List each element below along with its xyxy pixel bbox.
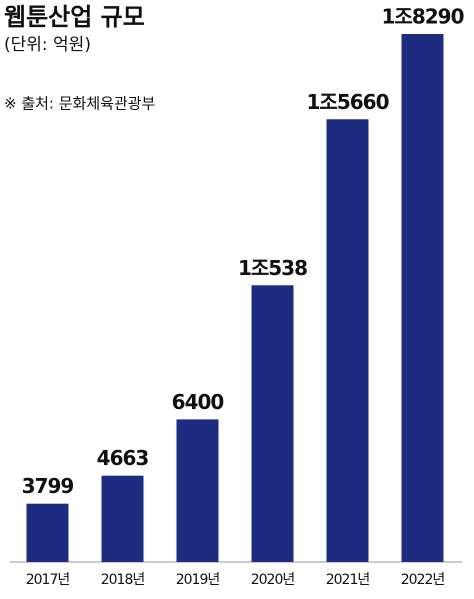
value-label: 1조8290 [382,5,464,29]
x-tick-label: 2020년 [251,572,295,588]
bar [176,419,219,562]
bar [101,475,144,562]
chart-title: 웹툰산업 규모 [4,3,145,31]
bar [26,503,69,562]
value-label: 3799 [22,474,74,498]
bar [326,119,369,562]
value-label: 6400 [172,390,224,414]
value-label: 4663 [97,446,149,470]
bar [251,285,294,562]
source-note: ※ 출처: 문화체육관광부 [4,95,156,113]
x-tick-label: 2022년 [401,572,445,588]
value-label: 1조538 [238,256,307,280]
bar [401,34,444,563]
x-tick-label: 2019년 [176,572,220,588]
chart-subtitle: (단위: 억원) [4,35,91,55]
value-label: 1조5660 [307,90,389,114]
x-tick-label: 2021년 [326,572,370,588]
x-tick-label: 2018년 [101,572,145,588]
x-tick-label: 2017년 [26,572,70,588]
